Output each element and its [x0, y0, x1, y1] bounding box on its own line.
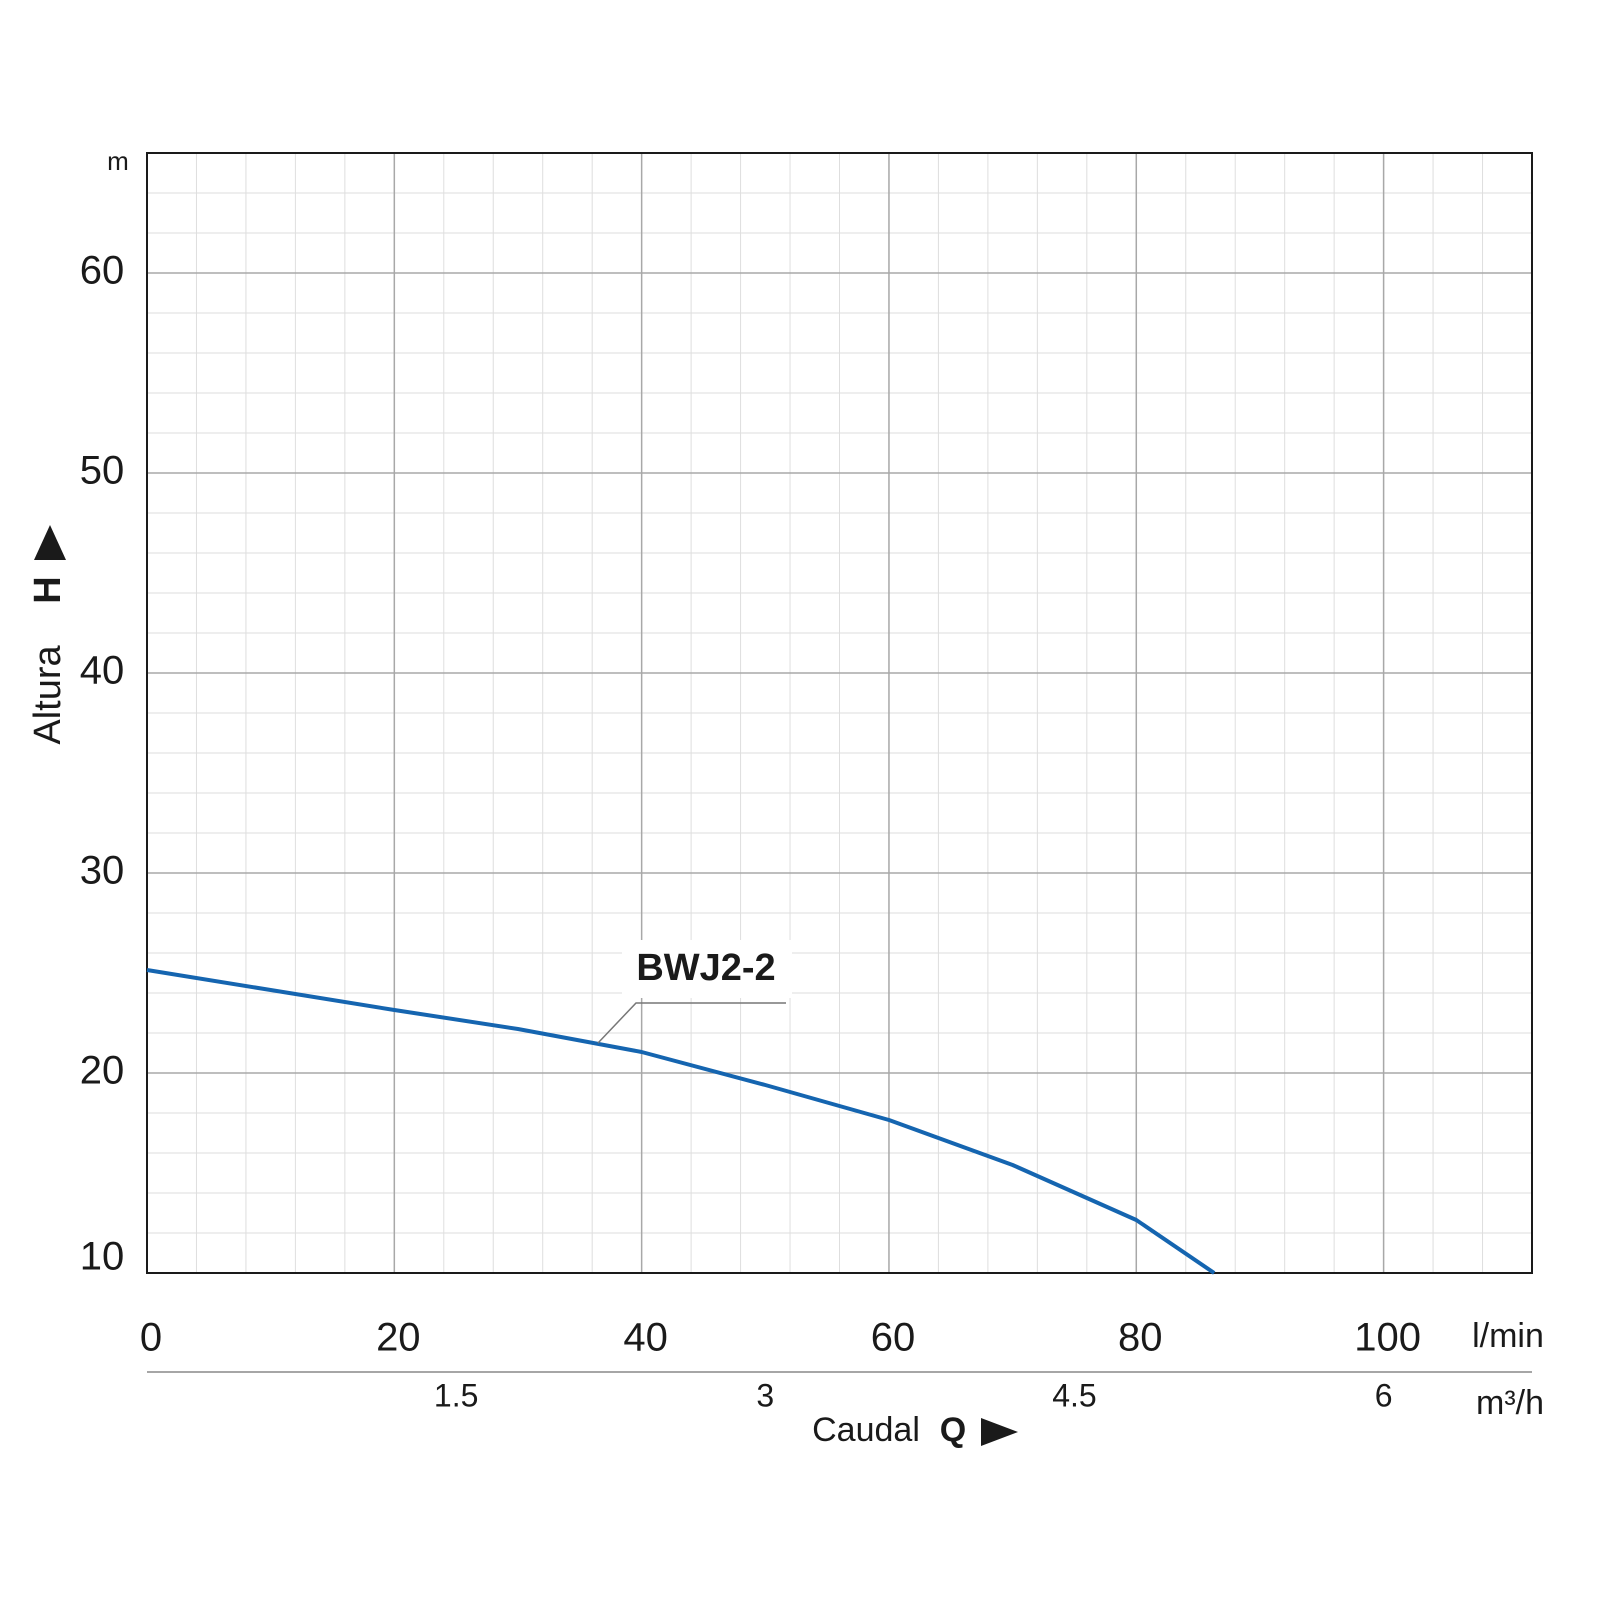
x2-tick-label: 3 [756, 1377, 774, 1413]
y-unit: m [107, 146, 129, 176]
plot-frame [146, 152, 1533, 1274]
x-tick-label: 40 [623, 1316, 668, 1360]
x-unit: l/min [1472, 1317, 1544, 1355]
x2-tick-label: 1.5 [434, 1377, 478, 1413]
y-tick-label: 30 [80, 849, 125, 893]
y-tick-label: 10 [80, 1235, 125, 1279]
x-tick-label: 0 [140, 1316, 162, 1360]
x-tick-label: 60 [871, 1316, 916, 1360]
label-bg [622, 940, 792, 998]
x2-unit: m³/h [1476, 1384, 1544, 1422]
y-tick-label: 50 [80, 449, 125, 493]
x-tick-label: 20 [376, 1316, 421, 1360]
y-tick-label: 40 [80, 649, 125, 693]
y-tick-label: 60 [80, 249, 125, 293]
x-tick-label: 80 [1118, 1316, 1163, 1360]
x2-tick-label: 6 [1375, 1377, 1393, 1413]
y-arrow [34, 525, 66, 560]
x-arrow [981, 1418, 1018, 1446]
y-axis-title: Altura [27, 645, 69, 745]
leader-line [597, 1002, 786, 1044]
x2-tick-label: 4.5 [1052, 1377, 1096, 1413]
series-label: BWJ2-2 [636, 947, 775, 989]
y-axis-label: Altura H [27, 525, 69, 745]
y-tick-label: 20 [80, 1049, 125, 1093]
x-tick-label: 100 [1354, 1316, 1421, 1360]
series-line [146, 968, 1216, 1275]
y-axis-symbol: H [27, 576, 69, 603]
x-axis-symbol: Q [940, 1411, 966, 1449]
x-axis-title: Caudal [812, 1411, 920, 1449]
